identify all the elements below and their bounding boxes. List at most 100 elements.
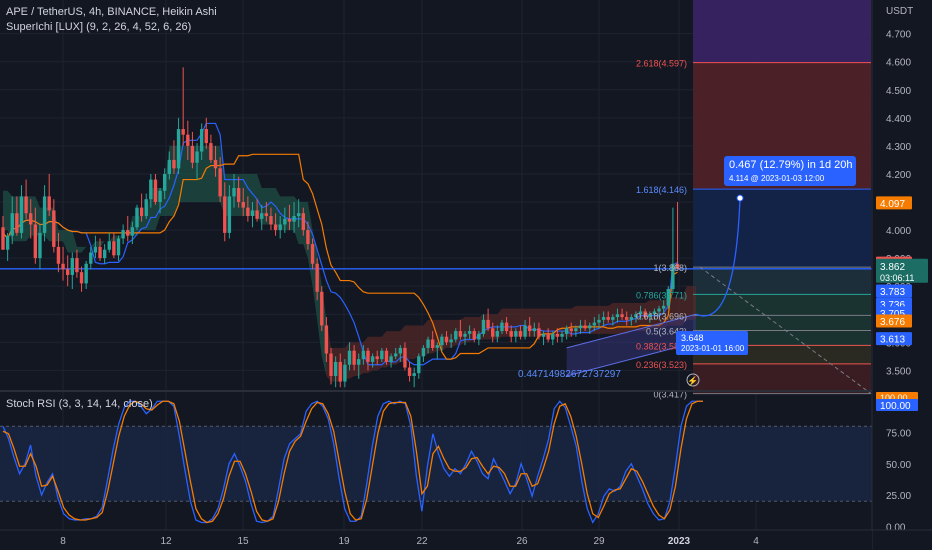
candle-body bbox=[467, 331, 472, 334]
rsi-d-label: 100.00 bbox=[880, 393, 908, 403]
symbol-legend[interactable]: APE / TetherUS, 4h, BINANCE, Heikin Ashi bbox=[6, 6, 217, 18]
candle-body bbox=[172, 159, 176, 169]
candle-body bbox=[315, 263, 319, 292]
candle-body bbox=[186, 134, 190, 146]
candle-body bbox=[569, 328, 573, 332]
price-tick-label: 4.400 bbox=[886, 114, 911, 125]
price-tick-label: 4.600 bbox=[886, 58, 911, 69]
candle-body bbox=[643, 311, 647, 318]
candle-body bbox=[199, 129, 204, 152]
last-price-value: 3.862 bbox=[880, 262, 905, 273]
candle-body bbox=[625, 317, 629, 320]
candle-body bbox=[250, 210, 255, 217]
fib-zone-top bbox=[693, 0, 871, 63]
fib-zone-blue bbox=[693, 189, 871, 268]
time-tick-label: 29 bbox=[593, 536, 605, 547]
last-price-box bbox=[876, 258, 928, 283]
candle-body bbox=[209, 143, 213, 160]
projection-curve bbox=[695, 198, 741, 317]
currency-label: USDT bbox=[886, 6, 913, 17]
candle-body bbox=[84, 263, 88, 284]
candle-body bbox=[144, 199, 148, 217]
candle-body bbox=[504, 322, 509, 332]
stoch-rsi-d-line bbox=[2, 400, 703, 524]
bar-countdown: 03:06:11 bbox=[880, 273, 914, 283]
rsi-tick-label: 0.00 bbox=[886, 522, 906, 533]
fib-zone-bottom bbox=[693, 363, 871, 394]
rsi-tick-label: 50.00 bbox=[886, 460, 911, 471]
candle-body bbox=[65, 269, 70, 275]
candle-body bbox=[601, 317, 606, 320]
fib-level-label: 0.382(3.589) bbox=[636, 341, 687, 351]
candle-body bbox=[426, 339, 430, 348]
candle-body bbox=[29, 213, 33, 225]
candle-body bbox=[5, 235, 10, 250]
price-tick-label: 4.700 bbox=[886, 30, 911, 41]
candle-body bbox=[24, 196, 28, 214]
candle-body bbox=[246, 207, 250, 217]
fib-level-label: 0(3.417) bbox=[653, 390, 687, 400]
candle-body bbox=[287, 218, 292, 222]
candle-body bbox=[167, 159, 172, 174]
candle-body bbox=[611, 317, 615, 320]
price-label-text: 3.676 bbox=[880, 317, 905, 328]
candle-body bbox=[514, 331, 518, 337]
candle-body bbox=[232, 187, 236, 197]
candle-body bbox=[158, 190, 162, 203]
candle-body bbox=[61, 263, 65, 270]
candle-body bbox=[597, 319, 601, 323]
candle-body bbox=[417, 356, 421, 374]
candle-body bbox=[42, 196, 47, 233]
candle-body bbox=[435, 345, 439, 348]
candle-body bbox=[583, 325, 587, 329]
candle-body bbox=[384, 350, 389, 362]
candle-body bbox=[227, 196, 232, 233]
time-axis bbox=[0, 530, 872, 550]
measure-start-tooltip: 3.648 2023-01-01 16:00 bbox=[676, 331, 748, 355]
dashed-trend-line bbox=[699, 266, 872, 395]
candle-body bbox=[389, 356, 393, 362]
candle-body bbox=[366, 350, 370, 362]
candle-body bbox=[592, 322, 597, 326]
candle-body bbox=[588, 325, 592, 329]
candle-body bbox=[107, 241, 111, 250]
candle-body bbox=[126, 230, 130, 236]
candle-body bbox=[47, 196, 51, 211]
candle-body bbox=[541, 333, 546, 337]
stoch-rsi-legend[interactable]: Stoch RSI (3, 3, 14, 14, close) bbox=[6, 398, 153, 410]
candle-body bbox=[176, 129, 181, 169]
candle-body bbox=[283, 218, 287, 225]
candle-body bbox=[213, 159, 218, 169]
candle-body bbox=[495, 331, 500, 337]
candle-body bbox=[500, 322, 504, 332]
candle-body bbox=[380, 350, 384, 360]
candle-body bbox=[15, 213, 19, 233]
candle-body bbox=[648, 314, 652, 318]
time-tick-label: 8 bbox=[60, 536, 66, 547]
price-tick-label: 3.500 bbox=[886, 366, 911, 377]
channel-top-line bbox=[566, 313, 697, 349]
candle-body bbox=[666, 288, 670, 306]
candle-body bbox=[310, 244, 315, 264]
candle-body bbox=[10, 213, 14, 236]
candle-body bbox=[546, 333, 550, 340]
indicator-legend[interactable]: SuperIchi [LUX] (9, 2, 26, 4, 52, 6, 26) bbox=[6, 21, 192, 33]
candle-body bbox=[675, 263, 680, 269]
price-label-text: 3.736 bbox=[880, 300, 905, 311]
candle-body bbox=[398, 347, 403, 354]
price-label-box bbox=[876, 196, 912, 210]
candle-body bbox=[181, 129, 185, 135]
candle-body bbox=[130, 227, 135, 236]
candle-body bbox=[1, 227, 5, 250]
fib-level-label: 0.618(3.696) bbox=[636, 311, 687, 321]
candle-body bbox=[320, 291, 324, 326]
time-tick-label: 4 bbox=[753, 536, 759, 547]
candle-body bbox=[615, 314, 620, 318]
candle-body bbox=[278, 224, 282, 231]
fib-ratio-annotation: 0.44714982672737297 bbox=[518, 369, 621, 380]
projection-target-dot bbox=[736, 194, 744, 202]
time-tick-label: 12 bbox=[160, 536, 172, 547]
candle-body bbox=[537, 328, 541, 337]
